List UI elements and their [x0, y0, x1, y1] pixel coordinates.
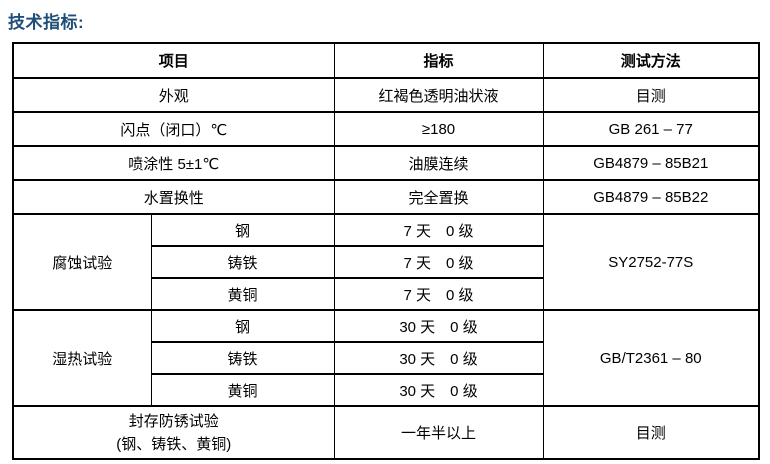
cell-sub-item: 钢 — [150, 309, 335, 343]
row-corrosion-brass: 黄铜 7 天 0 级 — [13, 277, 759, 311]
cell-spec: 30 天 0 级 — [333, 373, 544, 407]
cell-spec: 一年半以上 — [333, 405, 544, 460]
cell-method-corrosion: SY2752-77S — [542, 213, 760, 311]
cell-spec: 30 天 0 级 — [333, 341, 544, 375]
cell-item: 水置换性 — [12, 179, 335, 215]
row-humidity-steel: 湿热试验 钢 30 天 0 级 GB/T2361 – 80 — [12, 309, 760, 407]
cell-spec: 7 天 0 级 — [333, 245, 544, 279]
cell-spec: 完全置换 — [333, 179, 544, 215]
cell-item-line1: 封存防锈试验 — [128, 412, 219, 430]
row-storage-rust-prevention: 封存防锈试验 (钢、铸铁、黄铜) 一年半以上 目测 — [12, 405, 760, 460]
cell-spec: 7 天 0 级 — [333, 277, 544, 311]
cell-item: 封存防锈试验 (钢、铸铁、黄铜) — [12, 405, 335, 460]
page-title: 技术指标: — [8, 13, 85, 32]
row-sprayability: 喷涂性 5±1℃ 油膜连续 GB4879 – 85B21 — [12, 145, 760, 181]
row-corrosion-steel: 腐蚀试验 钢 7 天 0 级 SY2752-77S — [12, 213, 760, 311]
header-row: 项目 指标 测试方法 — [12, 42, 760, 79]
spec-table: 项目 指标 测试方法 外观 红褐色透明油状液 目测 闪点（闭口）℃ ≥180 G… — [12, 42, 761, 460]
cell-sub-item: 钢 — [150, 213, 335, 247]
row-flash-point: 闪点（闭口）℃ ≥180 GB 261 – 77 — [12, 111, 760, 147]
cell-spec: 红褐色透明油状液 — [333, 77, 544, 113]
row-corrosion-cast-iron: 铸铁 7 天 0 级 — [13, 245, 759, 279]
cell-group-humidity: 湿热试验 — [12, 309, 152, 407]
cell-item: 喷涂性 5±1℃ — [12, 145, 335, 181]
cell-spec: 30 天 0 级 — [333, 309, 544, 343]
row-humidity-cast-iron: 铸铁 30 天 0 级 — [13, 341, 759, 375]
cell-sub-item: 铸铁 — [150, 341, 335, 375]
cell-spec: ≥180 — [333, 111, 544, 147]
cell-method: 目测 — [542, 405, 760, 460]
header-method: 测试方法 — [542, 42, 760, 79]
cell-item: 闪点（闭口）℃ — [12, 111, 335, 147]
cell-method: GB 261 – 77 — [542, 111, 760, 147]
cell-spec: 油膜连续 — [333, 145, 544, 181]
cell-item-line2: (钢、铸铁、黄铜) — [116, 435, 232, 453]
row-humidity-brass: 黄铜 30 天 0 级 — [13, 373, 759, 407]
cell-spec: 7 天 0 级 — [333, 213, 544, 247]
cell-method-humidity: GB/T2361 – 80 — [542, 309, 760, 407]
cell-method: 目测 — [542, 77, 760, 113]
row-appearance: 外观 红褐色透明油状液 目测 — [12, 77, 760, 113]
header-spec: 指标 — [333, 42, 544, 79]
cell-group-corrosion: 腐蚀试验 — [12, 213, 152, 311]
header-item: 项目 — [12, 42, 335, 79]
cell-item: 外观 — [12, 77, 335, 113]
row-water-displacement: 水置换性 完全置换 GB4879 – 85B22 — [12, 179, 760, 215]
cell-method: GB4879 – 85B22 — [542, 179, 760, 215]
cell-sub-item: 黄铜 — [150, 373, 335, 407]
cell-sub-item: 铸铁 — [150, 245, 335, 279]
cell-method: GB4879 – 85B21 — [542, 145, 760, 181]
cell-sub-item: 黄铜 — [150, 277, 335, 311]
